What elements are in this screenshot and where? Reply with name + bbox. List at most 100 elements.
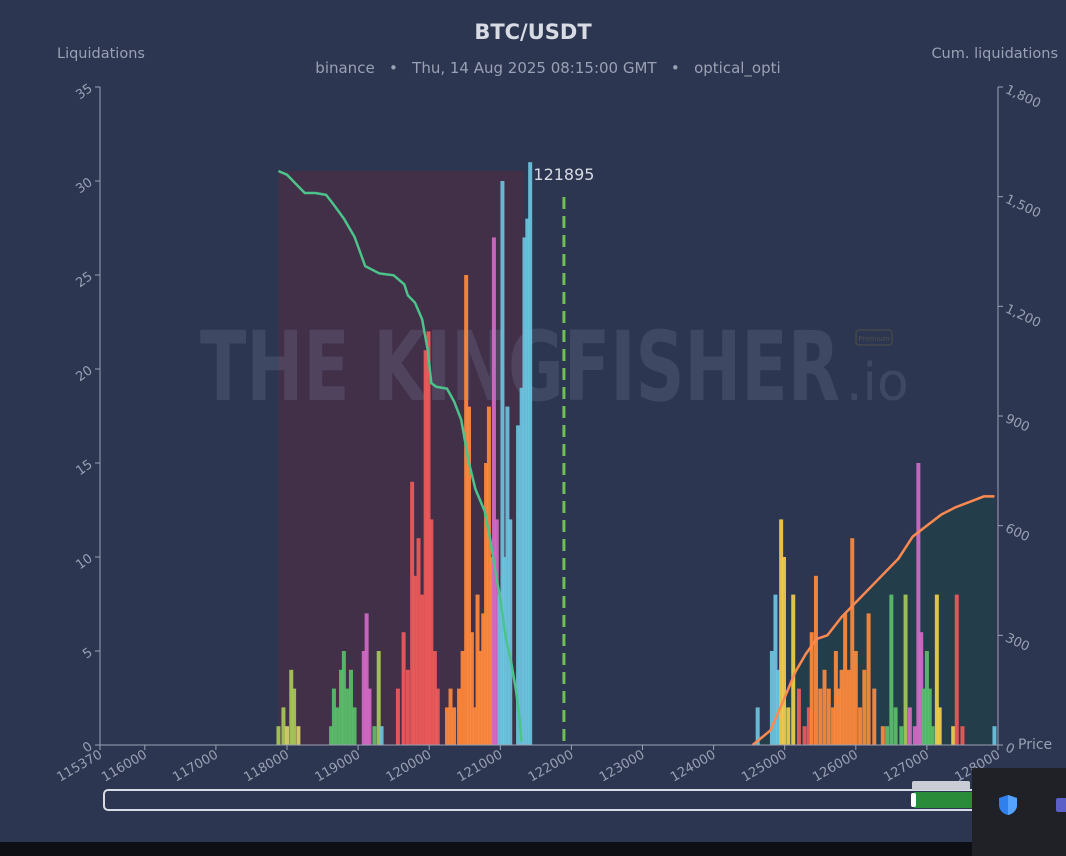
liquidation-bar (862, 669, 867, 745)
liquidation-bar (491, 237, 496, 745)
liquidation-bar (281, 707, 286, 745)
liquidation-bar (836, 688, 841, 745)
liquidation-bar (432, 651, 437, 745)
liquidation-bar (508, 519, 513, 745)
y-tick-label: 10 (73, 551, 95, 573)
liquidation-bar (475, 594, 480, 745)
liquidation-bar (367, 688, 372, 745)
liquidation-bar (516, 425, 521, 745)
liquidation-bar (505, 406, 510, 745)
liquidation-bar (775, 669, 780, 745)
liquidation-bar (494, 519, 499, 745)
liquidation-bar (791, 594, 796, 745)
liquidation-bar (335, 707, 340, 745)
liquidation-bar (924, 651, 929, 745)
liquidation-bar (927, 688, 932, 745)
liquidation-bar (412, 575, 417, 745)
y2-tick-label: 600 (1003, 521, 1032, 545)
liquidation-bar (341, 651, 346, 745)
x-tick-label: 117000 (170, 747, 220, 785)
separator: • (670, 59, 680, 77)
liquidation-bar (779, 519, 784, 745)
liquidation-bar (486, 406, 491, 745)
liquidation-bar (954, 594, 959, 745)
liquidation-bar (802, 726, 807, 745)
chart-title: BTC/USDT (474, 20, 592, 44)
liquidation-bar (444, 707, 449, 745)
liquidation-bar (401, 632, 406, 745)
liquidation-bar (937, 707, 942, 745)
liquidation-bar (345, 688, 350, 745)
liquidation-bar (831, 707, 836, 745)
x-tick-label: 124000 (668, 747, 718, 785)
chart-subtitle: binance • Thu, 14 Aug 2025 08:15:00 GMT … (0, 59, 1066, 77)
liquidation-bar (276, 726, 281, 745)
liquidation-bar (296, 726, 301, 745)
x-tick-label: 118000 (242, 747, 292, 785)
liquidation-bar (489, 557, 494, 745)
liquidation-bar (361, 651, 366, 745)
liquidation-bar (922, 688, 927, 745)
liquidation-bar (457, 688, 462, 745)
x-tick-label: 123000 (597, 747, 647, 785)
liquidation-bar (426, 331, 431, 745)
range-slider-handle-top (912, 781, 970, 790)
liquidation-bar (992, 726, 997, 745)
y2-tick-label: 1,800 (1003, 82, 1043, 111)
liquidation-bar (907, 707, 912, 745)
separator: • (388, 59, 398, 77)
watermark-badge-frame (855, 329, 893, 346)
liquidation-bar (528, 162, 533, 745)
liquidation-bar (806, 707, 811, 745)
liquidation-bar (376, 651, 381, 745)
username: optical_opti (694, 59, 781, 77)
watermark-suffix: .io (846, 353, 909, 413)
liquidation-bar (410, 481, 415, 745)
liquidation-bar (934, 594, 939, 745)
liquidation-bar (379, 726, 384, 745)
liquidation-bar (903, 594, 908, 745)
liquidation-bar (853, 651, 858, 745)
y-tick-label: 35 (73, 81, 95, 103)
liquidation-bar (930, 726, 935, 745)
liquidation-bar (839, 669, 844, 745)
liquidation-bar (858, 707, 863, 745)
shield-icon[interactable] (998, 794, 1018, 816)
cumulative-long-line (277, 169, 523, 742)
liquidation-bar (478, 651, 483, 745)
liquidation-bar (416, 538, 421, 745)
x-tick-label: 127000 (881, 747, 931, 785)
liquidation-bar (423, 350, 428, 745)
liquidation-bar (850, 538, 855, 745)
y2-tick-label: 1,200 (1003, 302, 1043, 331)
liquidation-bar (773, 594, 778, 745)
liquidation-bar (525, 218, 530, 746)
current-price-label: 121895 (533, 165, 594, 184)
y-axis-label-left: Liquidations (57, 46, 145, 62)
range-slider-track (103, 789, 983, 811)
liquidation-bar (284, 726, 289, 745)
y-tick-label: 15 (73, 457, 95, 479)
exchange-name: binance (315, 59, 375, 77)
liquidation-bar (916, 463, 921, 745)
liquidation-bar (813, 575, 818, 745)
liquidation-bar (912, 726, 917, 745)
watermark-badge: Premium (858, 335, 889, 343)
x-tick-label: 115370 (55, 747, 105, 785)
liquidation-bar (448, 688, 453, 745)
liquidation-bar (429, 519, 434, 745)
liquidation-bar (786, 707, 791, 745)
teams-icon[interactable] (1056, 798, 1066, 812)
y-tick-label: 20 (73, 363, 95, 385)
liquidation-bar (843, 613, 848, 745)
liquidation-bar (833, 651, 838, 745)
liquidation-bar (522, 237, 527, 745)
range-slider[interactable] (103, 781, 983, 811)
liquidation-bar (469, 632, 474, 745)
liquidation-bar (352, 707, 357, 745)
liquidation-bar (364, 613, 369, 745)
liquidation-bar (809, 632, 814, 745)
liquidation-bar (331, 688, 336, 745)
